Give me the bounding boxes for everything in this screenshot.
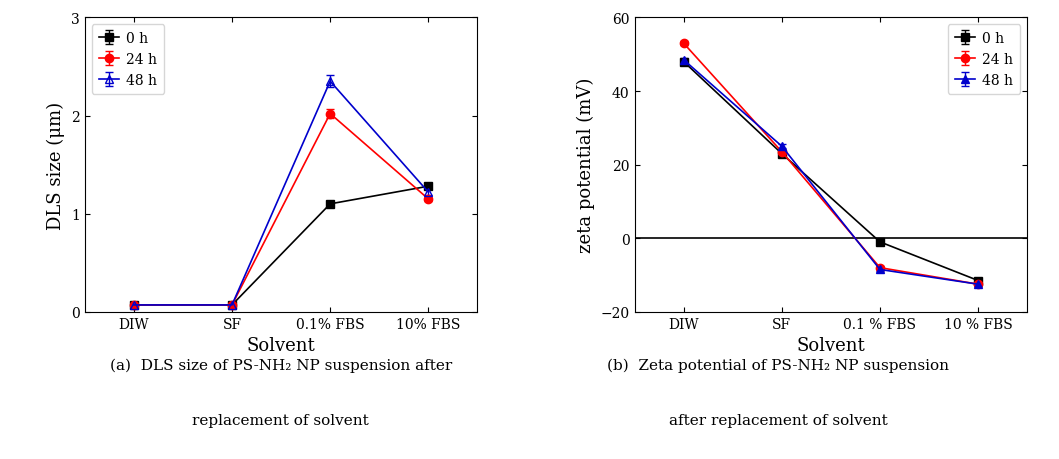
Legend: 0 h, 24 h, 48 h: 0 h, 24 h, 48 h (948, 25, 1020, 95)
Y-axis label: zeta potential (mV): zeta potential (mV) (577, 78, 595, 253)
Text: (a)  DLS size of PS-NH₂ NP suspension after: (a) DLS size of PS-NH₂ NP suspension aft… (109, 358, 452, 372)
Text: replacement of solvent: replacement of solvent (193, 413, 369, 427)
X-axis label: Solvent: Solvent (796, 336, 865, 354)
X-axis label: Solvent: Solvent (247, 336, 316, 354)
Y-axis label: DLS size (μm): DLS size (μm) (48, 101, 66, 229)
Legend: 0 h, 24 h, 48 h: 0 h, 24 h, 48 h (92, 25, 164, 95)
Text: (b)  Zeta potential of PS-NH₂ NP suspension: (b) Zeta potential of PS-NH₂ NP suspensi… (608, 358, 949, 372)
Text: after replacement of solvent: after replacement of solvent (669, 413, 887, 427)
